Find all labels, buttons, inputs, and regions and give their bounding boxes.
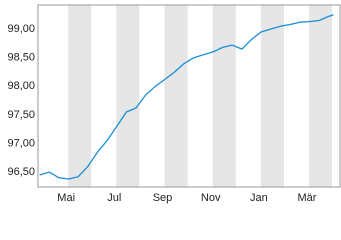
x-tick-label: Nov	[201, 192, 221, 204]
month-band	[212, 5, 236, 187]
month-band	[260, 5, 284, 187]
month-band	[164, 5, 188, 187]
month-band	[116, 5, 140, 187]
bands	[68, 5, 333, 187]
x-tick-label: Sep	[153, 192, 173, 204]
plot-frame	[37, 4, 341, 188]
x-tick-label: Jan	[250, 192, 268, 204]
y-tick-label: 97,50	[7, 109, 35, 121]
chart: Mai Jul Sep Nov Jan Mär 96,50 97,00 97,50 98,00 98…	[7, 4, 341, 204]
y-tick-label: 98,50	[7, 52, 35, 64]
marks	[39, 14, 334, 180]
month-band	[68, 5, 92, 187]
y-tick-label: 97,00	[7, 137, 35, 149]
y-tick-label: 96,50	[7, 166, 35, 178]
month-band	[309, 5, 333, 187]
price-line	[39, 14, 334, 180]
y-tick-label: 99,00	[7, 23, 35, 35]
y-tick-label: 98,00	[7, 80, 35, 92]
x-tick-label: Jul	[107, 192, 121, 204]
labels: Mai Jul Sep Nov Jan Mär 96,50 97,00 97,50 98,00 98…	[7, 23, 316, 204]
x-tick-label: Mai	[57, 192, 75, 204]
x-tick-label: Mär	[298, 192, 317, 204]
